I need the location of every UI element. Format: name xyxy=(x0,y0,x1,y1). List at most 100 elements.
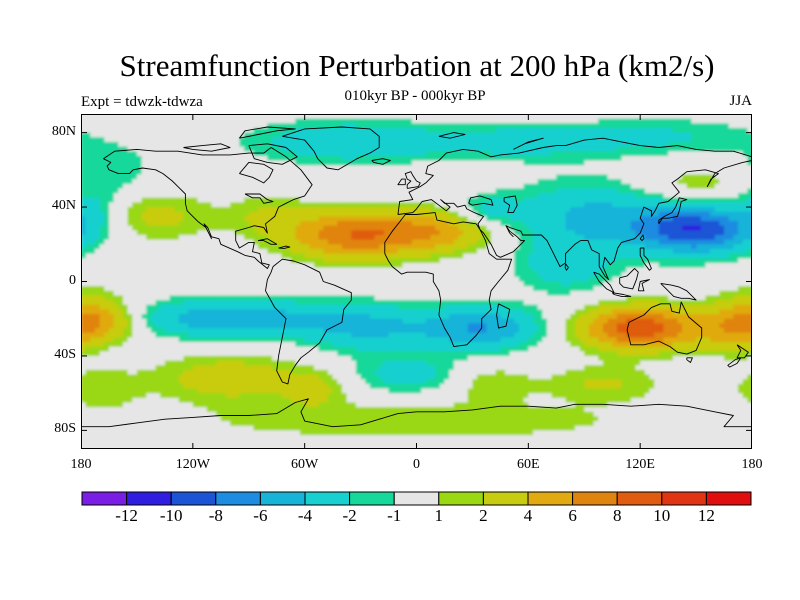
field-cell xyxy=(644,188,651,194)
field-cell xyxy=(150,202,157,208)
field-cell xyxy=(155,132,161,138)
field-cell xyxy=(365,244,371,250)
field-cell xyxy=(341,211,348,217)
field-cell xyxy=(705,123,711,129)
field-cell xyxy=(696,207,702,213)
field-cell xyxy=(519,225,525,231)
field-cell xyxy=(383,151,390,157)
field-cell xyxy=(663,216,669,222)
field-cell xyxy=(528,253,534,259)
field-cell xyxy=(514,225,520,231)
field-cell xyxy=(234,160,241,166)
field-cell xyxy=(113,207,119,213)
field-cell xyxy=(686,114,693,120)
field-cell xyxy=(584,141,590,148)
field-cell xyxy=(495,151,501,157)
field-cell xyxy=(290,127,296,134)
field-cell xyxy=(127,262,133,269)
field-cell xyxy=(94,132,101,138)
field-cell xyxy=(691,207,697,213)
field-cell xyxy=(705,267,711,273)
field-cell xyxy=(491,202,497,208)
field-cell xyxy=(640,202,646,208)
field-cell xyxy=(635,211,641,217)
field-cell xyxy=(579,169,585,176)
field-cell xyxy=(635,221,641,227)
field-cell xyxy=(411,221,418,227)
field-cell xyxy=(132,127,138,134)
field-cell xyxy=(374,216,380,222)
field-cell xyxy=(397,141,404,148)
field-cell xyxy=(141,225,147,231)
field-cell xyxy=(574,151,581,157)
field-cell xyxy=(206,169,213,176)
field-cell xyxy=(327,234,334,241)
field-cell xyxy=(351,188,357,194)
field-cell xyxy=(402,234,408,241)
field-cell xyxy=(663,188,669,194)
field-cell xyxy=(444,234,450,241)
field-cell xyxy=(565,207,571,213)
field-cell xyxy=(253,193,259,199)
field-cell xyxy=(435,151,441,157)
field-cell xyxy=(188,137,194,143)
field-cell xyxy=(584,169,590,176)
field-cell xyxy=(546,267,553,273)
field-cell xyxy=(346,193,352,199)
field-cell xyxy=(602,221,609,227)
field-cell xyxy=(663,155,669,162)
field-cell xyxy=(197,216,203,222)
field-cell xyxy=(728,258,734,264)
field-cell xyxy=(439,137,446,143)
field-cell xyxy=(691,221,697,227)
field-cell xyxy=(663,183,669,190)
field-cell xyxy=(104,216,110,222)
field-cell xyxy=(234,141,241,148)
field-cell xyxy=(696,225,702,231)
field-cell xyxy=(118,244,124,250)
field-cell xyxy=(332,174,338,180)
field-cell xyxy=(593,234,599,241)
field-cell xyxy=(216,253,222,259)
field-cell xyxy=(369,183,376,190)
field-cell xyxy=(85,118,91,124)
field-cell xyxy=(481,179,487,185)
field-cell xyxy=(654,179,660,185)
field-cell xyxy=(244,114,250,120)
field-cell xyxy=(477,272,483,278)
field-cell xyxy=(81,193,87,199)
field-cell xyxy=(318,174,324,180)
field-cell xyxy=(258,244,264,250)
field-cell xyxy=(239,118,245,124)
field-cell xyxy=(81,253,87,259)
field-cell xyxy=(85,183,91,190)
field-cell xyxy=(672,183,679,190)
field-cell xyxy=(183,114,189,120)
field-cell xyxy=(574,127,581,134)
field-cell xyxy=(682,179,688,185)
field-cell xyxy=(439,193,446,199)
field-cell xyxy=(160,248,166,255)
field-cell xyxy=(579,221,585,227)
field-cell xyxy=(416,193,422,199)
field-cell xyxy=(351,207,357,213)
field-cell xyxy=(630,239,637,245)
field-cell xyxy=(570,253,576,259)
field-cell xyxy=(472,258,478,264)
field-cell xyxy=(323,248,329,255)
field-cell xyxy=(248,132,255,138)
field-cell xyxy=(94,216,101,222)
field-cell xyxy=(220,165,227,171)
field-cell xyxy=(556,267,562,273)
field-cell xyxy=(588,165,595,171)
field-cell xyxy=(453,239,460,245)
field-cell xyxy=(668,211,674,217)
field-cell xyxy=(477,127,483,134)
field-cell xyxy=(500,165,506,171)
field-cell xyxy=(691,174,697,180)
field-cell xyxy=(365,127,371,134)
field-cell xyxy=(672,258,679,264)
field-cell xyxy=(710,169,716,176)
field-cell xyxy=(546,225,553,231)
field-cell xyxy=(705,169,711,176)
